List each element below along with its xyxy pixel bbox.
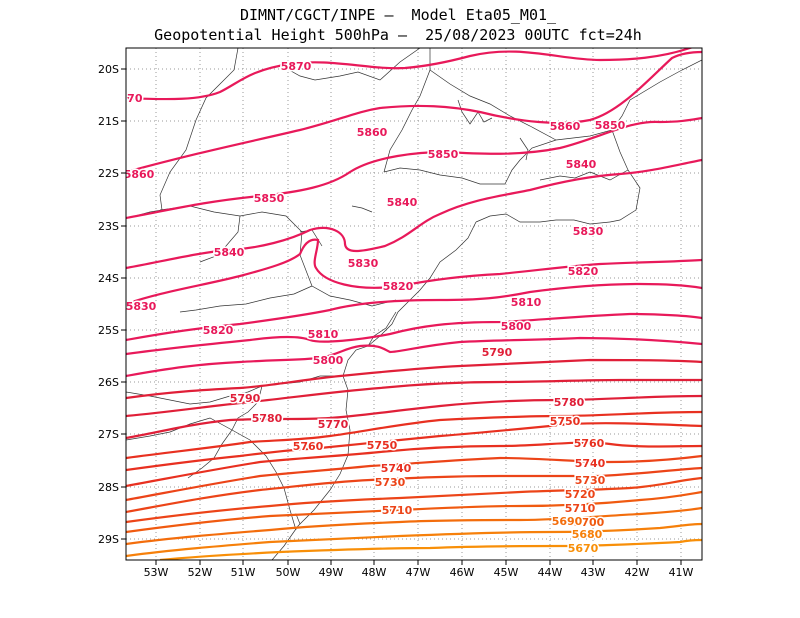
- geopotential-contours: [126, 48, 702, 560]
- contour-5830: [126, 238, 702, 306]
- contour-label-5840: 5840: [387, 196, 418, 209]
- contour-label-5690: 5690: [552, 515, 583, 528]
- contour-5860: [126, 50, 702, 174]
- contour-label-5760: 5760: [293, 440, 324, 453]
- contour-5670: [159, 538, 702, 560]
- contour-5750: [126, 422, 702, 472]
- contour-label-5780: 5780: [554, 396, 585, 409]
- contour-label-5860: 5860: [124, 168, 155, 181]
- contour-5680: [126, 522, 702, 558]
- lat-label: 27S: [98, 428, 119, 441]
- lat-label: 25S: [98, 324, 119, 337]
- contour-5820: [126, 282, 702, 342]
- contour-label-5800: 5800: [313, 354, 344, 367]
- lon-label: 42W: [625, 566, 650, 579]
- lon-label: 53W: [144, 566, 169, 579]
- contour-label-5810: 5810: [308, 328, 339, 341]
- contour-5690: [126, 506, 702, 546]
- contour-label-5780: 5780: [252, 412, 283, 425]
- lon-label: 50W: [276, 566, 301, 579]
- longitude-labels: 53W 52W 51W 50W 49W 48W 47W 46W 45W 44W …: [144, 566, 694, 579]
- contour-5810: [126, 312, 702, 356]
- lon-label: 49W: [319, 566, 344, 579]
- lat-label: 20S: [98, 63, 119, 76]
- contour-label-5840: 5840: [566, 158, 597, 171]
- contour-5800: [126, 336, 702, 378]
- contour-label-5830: 5830: [573, 225, 604, 238]
- lat-label: 24S: [98, 272, 119, 285]
- contour-label-5830: 5830: [126, 300, 157, 313]
- contour-label-5820: 5820: [383, 280, 414, 293]
- contour-5700: [126, 490, 702, 534]
- contour-label-5850: 5850: [428, 148, 459, 161]
- contour-label-5790: 5790: [482, 346, 513, 359]
- contour-label-5850: 5850: [254, 192, 285, 205]
- contour-label-5710: 5710: [382, 504, 413, 517]
- contour-5790: [126, 358, 702, 400]
- lon-label: 46W: [450, 566, 475, 579]
- contour-5710: [126, 476, 702, 524]
- contour-5840: [126, 158, 702, 270]
- contour-label-5860: 5860: [550, 120, 581, 133]
- contour-label-5710: 5710: [565, 502, 596, 515]
- map-frame: [125, 47, 703, 561]
- lat-label: 22S: [98, 167, 119, 180]
- contour-label-5800: 5800: [501, 320, 532, 333]
- lon-label: 43W: [581, 566, 606, 579]
- political-boundaries: [126, 48, 702, 560]
- contour-label-5730: 5730: [375, 476, 406, 489]
- contour-5720: [126, 466, 702, 514]
- lat-label: 28S: [98, 481, 119, 494]
- lon-label: 45W: [494, 566, 519, 579]
- contour-5760: [126, 410, 702, 460]
- latitude-labels: 20S 21S 22S 23S 24S 25S 26S 27S 28S 29S: [98, 63, 119, 546]
- contour-label-5850: 5850: [595, 119, 626, 132]
- lon-label: 51W: [231, 566, 256, 579]
- lon-label: 41W: [669, 566, 694, 579]
- lon-label: 47W: [406, 566, 431, 579]
- lat-label: 21S: [98, 115, 119, 128]
- map-title-line-2: Geopotential Height 500hPa – 25/08/2023 …: [154, 26, 642, 44]
- contour-5730: [126, 454, 702, 502]
- contour-label-5750: 5750: [550, 415, 581, 428]
- contour-label-5750: 5750: [367, 439, 398, 452]
- lat-label: 29S: [98, 533, 119, 546]
- contour-label-5740: 5740: [575, 457, 606, 470]
- contour-5780: [126, 378, 702, 418]
- contour-label-5730: 5730: [575, 474, 606, 487]
- contour-label-5770: 5770: [318, 418, 349, 431]
- contour-label-5720: 5720: [565, 488, 596, 501]
- contour-5850: [126, 116, 702, 220]
- contour-labels: 5870 870 5860 5860 5860 5850 5850 5850 5840 5840 5…: [120, 59, 627, 557]
- contour-label-5700: 5700: [574, 516, 605, 529]
- contour-label-5680: 5680: [572, 528, 603, 541]
- contour-label-5760: 5760: [574, 437, 605, 450]
- contour-label-870: 870: [120, 92, 143, 105]
- contour-label-5790: 5790: [230, 392, 261, 405]
- contour-5740: [126, 441, 702, 488]
- lon-label: 44W: [538, 566, 563, 579]
- contour-label-5670: 5670: [568, 542, 599, 555]
- contour-label-5830: 5830: [348, 257, 379, 270]
- lon-label: 52W: [188, 566, 213, 579]
- contour-5870: [126, 48, 694, 101]
- contour-label-5740: 5740: [381, 462, 412, 475]
- lat-label: 26S: [98, 376, 119, 389]
- contour-label-5840: 5840: [214, 246, 245, 259]
- contour-label-5820: 5820: [203, 324, 234, 337]
- contour-5770: [126, 394, 702, 440]
- contour-label-5810: 5810: [511, 296, 542, 309]
- contour-label-5860: 5860: [357, 126, 388, 139]
- lon-label: 48W: [362, 566, 387, 579]
- map-title-line-1: DIMNT/CGCT/INPE – Model Eta05_M01_: [239, 6, 557, 24]
- lat-label: 23S: [98, 220, 119, 233]
- contour-label-5870: 5870: [281, 60, 312, 73]
- tick-marks: [121, 68, 682, 565]
- contour-label-5820: 5820: [568, 265, 599, 278]
